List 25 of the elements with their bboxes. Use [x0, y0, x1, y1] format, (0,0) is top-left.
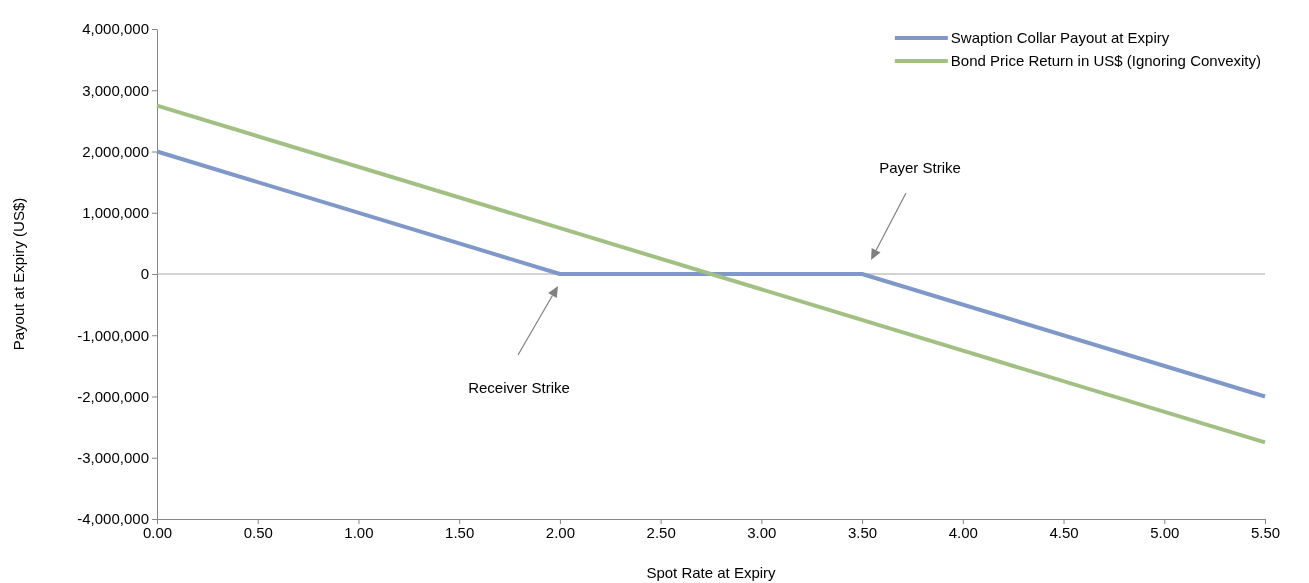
legend-label: Swaption Collar Payout at Expiry	[950, 29, 1170, 46]
x-tick-label: 1.00	[344, 523, 374, 541]
y-tick-label: 4,000,000	[82, 20, 149, 38]
y-tick-label: 3,000,000	[82, 81, 149, 99]
x-tick-label: 4.00	[948, 523, 978, 541]
y-axis-title: Payout at Expiry (US$)	[10, 197, 27, 351]
y-tick-label: -1,000,000	[77, 326, 149, 344]
x-tick-label: 0.50	[243, 523, 273, 541]
legend-label: Bond Price Return in US$ (Ignoring Convexity)	[950, 52, 1261, 69]
x-tick-label: 2.50	[646, 523, 676, 541]
x-tick-label: 5.00	[1150, 523, 1180, 541]
annotation: Payer Strike	[879, 159, 961, 176]
annotation: Receiver Strike	[468, 379, 570, 396]
x-axis-title: Spot Rate at Expiry	[646, 564, 777, 581]
x-tick-label: 3.50	[847, 523, 878, 541]
x-tick-label: 3.00	[747, 523, 777, 541]
x-tick-label: 2.00	[545, 523, 576, 541]
y-tick-label: 2,000,000	[82, 142, 149, 160]
y-tick-label: 1,000,000	[82, 204, 149, 222]
x-tick-label: 1.50	[445, 523, 475, 541]
y-tick-label: -3,000,000	[77, 449, 149, 467]
x-tick-label: 4.50	[1049, 523, 1079, 541]
x-tick-label: 5.50	[1250, 523, 1281, 541]
y-tick-label: -2,000,000	[77, 387, 149, 405]
y-tick-label: 0	[140, 265, 149, 283]
